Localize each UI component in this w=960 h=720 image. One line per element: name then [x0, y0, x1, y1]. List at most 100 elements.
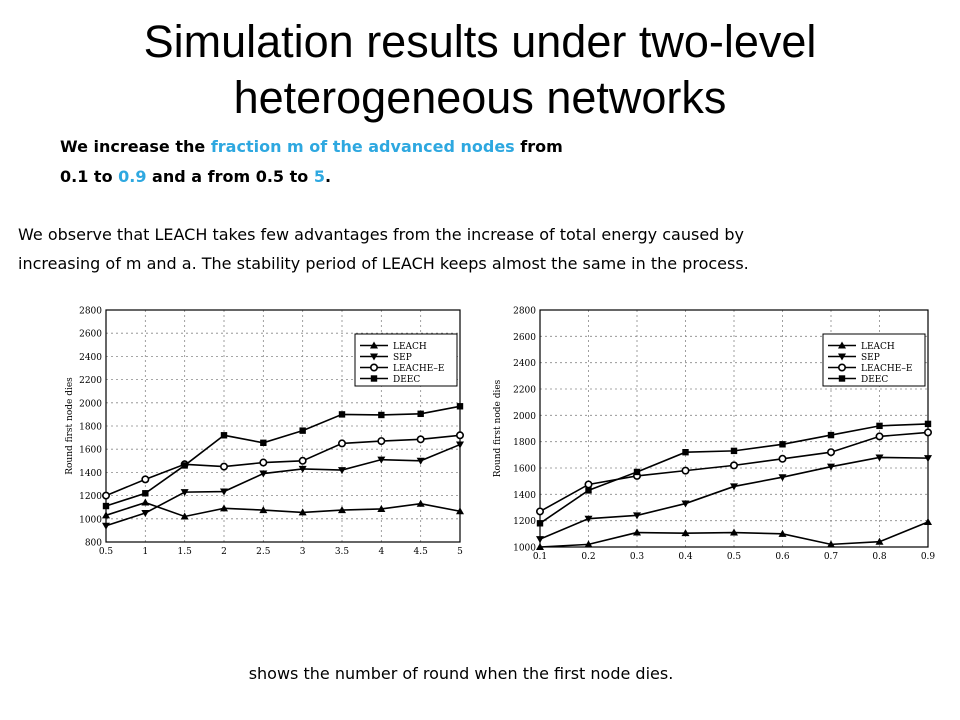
- chart1-series-line-leache-e: [105, 434, 461, 497]
- chart2-x-tick-label: 0.2: [581, 552, 595, 562]
- chart1-y-tick-label: 1000: [79, 515, 102, 525]
- chart1-point-sep: [180, 489, 189, 497]
- chart2-point-leache-e: [826, 448, 835, 457]
- chart1-plot: 800 1000 1200 1400 1600 1800 2000 2200 2400 2600 2…: [65, 307, 464, 557]
- chart2-point-leache-e: [875, 432, 884, 441]
- chart2-legend-label-leach: LEACH: [861, 342, 895, 352]
- chart2-legend-marker-leache-e: [837, 363, 846, 372]
- title-line-2: heterogeneous networks: [233, 72, 727, 123]
- chart1-x-tick-label: 3.5: [335, 547, 350, 557]
- chart2-plot: 1000 1200 1400 1600 1800 2000 2200 2400 2600 2800…: [493, 307, 935, 563]
- chart2-y-tick-label: 1000: [513, 544, 536, 554]
- chart1-point-sep: [456, 441, 464, 449]
- chart2-legend-label-leache-e: LEACHE–E: [861, 364, 912, 374]
- chart1-x-tick-label: 1: [142, 547, 148, 557]
- chart2-point-leache-e: [681, 466, 690, 475]
- chart2-point-deec: [924, 420, 932, 428]
- chart1-y-tick-label: 2600: [79, 330, 102, 340]
- chart1-x-tick-label: 2.5: [256, 547, 271, 557]
- chart2-legend-label-deec: DEEC: [861, 375, 888, 385]
- intro-part-5: .: [324, 167, 332, 186]
- chart1-point-leach: [259, 506, 268, 514]
- chart1-point-deec: [338, 411, 346, 418]
- chart1-point-deec: [181, 462, 188, 469]
- chart1-point-sep: [259, 470, 268, 478]
- chart1-point-leach: [180, 512, 189, 520]
- chart1-series-line-deec: [105, 405, 461, 507]
- chart2-y-axis-label: Round first node dies: [493, 379, 503, 477]
- chart1-frame: [105, 309, 461, 543]
- chart2-point-deec: [827, 431, 835, 439]
- chart2-point-sep: [584, 515, 593, 523]
- chart2-y-tick-label: 1200: [513, 517, 536, 527]
- chart-varying-a: 800 1000 1200 1400 1600 1800 2000 2200 2400 2600 2…: [60, 298, 470, 568]
- chart1-point-sep: [298, 465, 307, 473]
- chart1-point-deec: [456, 403, 464, 410]
- chart2-point-leache-e: [778, 454, 787, 463]
- chart1-point-leache-e: [220, 462, 229, 471]
- chart1-point-deec: [142, 490, 149, 497]
- chart1-point-sep: [377, 456, 386, 464]
- chart1-y-tick-label: 1800: [79, 423, 102, 433]
- chart2-x-tick-label: 0.1: [533, 552, 547, 562]
- chart1-point-sep: [220, 488, 228, 496]
- chart1-point-leache-e: [416, 435, 425, 444]
- chart1-legend-label-leach: LEACH: [393, 342, 427, 352]
- chart2-legend-label-sep: SEP: [861, 353, 880, 363]
- chart1-point-leache-e: [455, 431, 464, 440]
- chart2-point-sep: [924, 455, 932, 463]
- chart1-y-axis-label: Round first node dies: [65, 377, 75, 475]
- chart1-legend-label-leache-e: LEACHE–E: [393, 364, 444, 374]
- chart2-point-leach: [681, 529, 690, 537]
- chart1-point-leache-e: [141, 475, 150, 484]
- chart1-x-tick-label: 4.5: [414, 547, 429, 557]
- chart1-point-deec: [260, 439, 267, 447]
- chart2-point-leache-e: [535, 507, 544, 516]
- chart2-point-leach: [875, 537, 884, 545]
- chart2-point-leach: [924, 517, 932, 525]
- chart1-y-tick-label: 2800: [79, 307, 102, 317]
- chart2-point-leach: [633, 528, 641, 536]
- chart2-point-sep: [827, 463, 835, 471]
- chart1-point-leach: [220, 504, 228, 512]
- chart2-point-deec: [876, 422, 883, 430]
- chart2-y-tick-label: 1600: [513, 465, 536, 475]
- chart1-point-leache-e: [337, 439, 346, 448]
- chart1-point-sep: [338, 467, 346, 475]
- chart1-y-tick-label: 2400: [79, 353, 102, 363]
- chart1-legend-label-deec: DEEC: [393, 375, 420, 385]
- chart2-x-tick-label: 0.4: [678, 552, 693, 562]
- chart2-x-tick-label: 0.5: [727, 552, 742, 562]
- chart2-y-tick-label: 2000: [513, 412, 536, 422]
- chart1-y-tick-label: 2200: [79, 376, 102, 386]
- chart2-point-deec: [779, 441, 786, 448]
- intro-highlight-fraction: fraction m of the advanced nodes: [210, 137, 515, 156]
- chart2-point-sep: [536, 536, 544, 544]
- intro-part-1: We increase the: [60, 137, 211, 156]
- intro-part-2: from: [514, 137, 563, 156]
- chart1-point-leache-e: [101, 491, 110, 500]
- intro-text: We increase the fraction m of the advanc…: [60, 132, 700, 192]
- chart1-point-deec: [378, 411, 385, 419]
- chart1-point-leach: [338, 506, 346, 514]
- chart1-x-tick-label: 4: [378, 547, 384, 557]
- chart2-point-deec: [633, 468, 641, 476]
- chart1-x-tick-label: 0.5: [99, 547, 114, 557]
- caption: shows the number of round when the first…: [248, 664, 674, 683]
- chart2-x-tick-label: 0.7: [824, 552, 839, 562]
- chart1-point-deec: [417, 410, 424, 418]
- chart2-y-tick-label: 1800: [513, 438, 536, 448]
- chart2-point-leache-e: [923, 428, 932, 437]
- chart1-point-leach: [456, 507, 464, 515]
- chart1-legend-marker-leach: [370, 341, 378, 349]
- chart1-point-sep: [102, 522, 110, 530]
- chart1-legend-label-sep: SEP: [393, 353, 412, 363]
- chart1-point-sep: [141, 510, 150, 517]
- observation-line-1: We observe that LEACH takes few advantag…: [18, 225, 745, 244]
- chart1-x-tick-label: 3: [300, 547, 306, 557]
- chart1-point-sep: [416, 457, 425, 465]
- chart-varying-m-svg: 1000 1200 1400 1600 1800 2000 2200 2400 2600 2800…: [493, 307, 935, 563]
- chart1-legend-marker-leache-e: [369, 363, 378, 372]
- chart1-x-tick-label: 2: [221, 547, 227, 557]
- intro-part-3: 0.1 to: [60, 167, 119, 186]
